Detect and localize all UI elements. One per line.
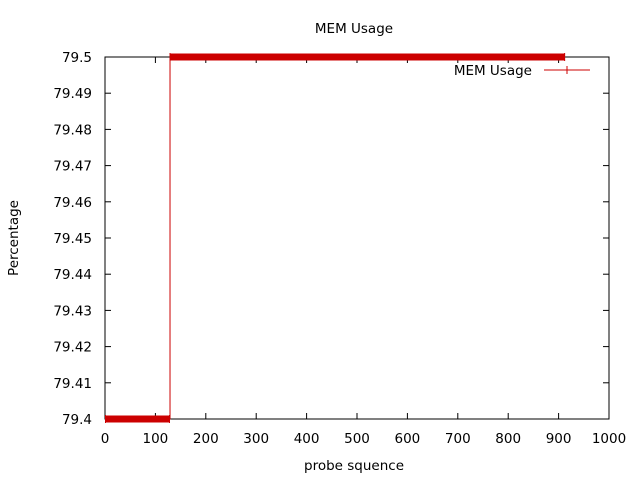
x-axis-label: probe squence: [304, 458, 404, 474]
x-tick-label: 800: [495, 431, 521, 447]
series-step-line: [169, 57, 171, 420]
chart-title: MEM Usage: [315, 21, 393, 37]
x-tick-label: 200: [193, 431, 219, 447]
plot-area: 0 100 200 300 400 500 600 700 800 900 1000 79.4 79.4…: [53, 50, 626, 447]
x-tick-label: 900: [546, 431, 572, 447]
y-tick-label: 79.49: [53, 86, 92, 102]
legend: MEM Usage: [454, 63, 590, 79]
y-tick-label: 79.48: [53, 122, 92, 138]
x-tick-label: 100: [143, 431, 169, 447]
legend-entry-mem-usage: MEM Usage: [454, 63, 532, 79]
x-tick-label: 700: [445, 431, 471, 447]
y-tick-label: 79.43: [53, 303, 92, 319]
x-tick-label: 600: [395, 431, 421, 447]
x-tick-label: 500: [344, 431, 370, 447]
x-tick-label: 0: [101, 431, 110, 447]
x-tick-label: 1000: [592, 431, 626, 447]
y-tick-label: 79.46: [53, 195, 92, 211]
y-tick-label: 79.41: [53, 376, 92, 392]
series-segment: [170, 53, 565, 61]
x-tick-label: 400: [294, 431, 320, 447]
y-tick-label: 79.42: [53, 340, 92, 356]
plot-border: [104, 56, 610, 420]
y-tick-label: 79.4: [62, 412, 92, 428]
y-axis-label: Percentage: [6, 200, 22, 276]
x-tick-label: 300: [243, 431, 269, 447]
y-tick-label: 79.45: [53, 231, 92, 247]
series-segment: [105, 415, 170, 423]
y-tick-label: 79.5: [62, 50, 92, 66]
y-tick-label: 79.47: [53, 159, 92, 175]
y-tick-label: 79.44: [53, 267, 92, 283]
